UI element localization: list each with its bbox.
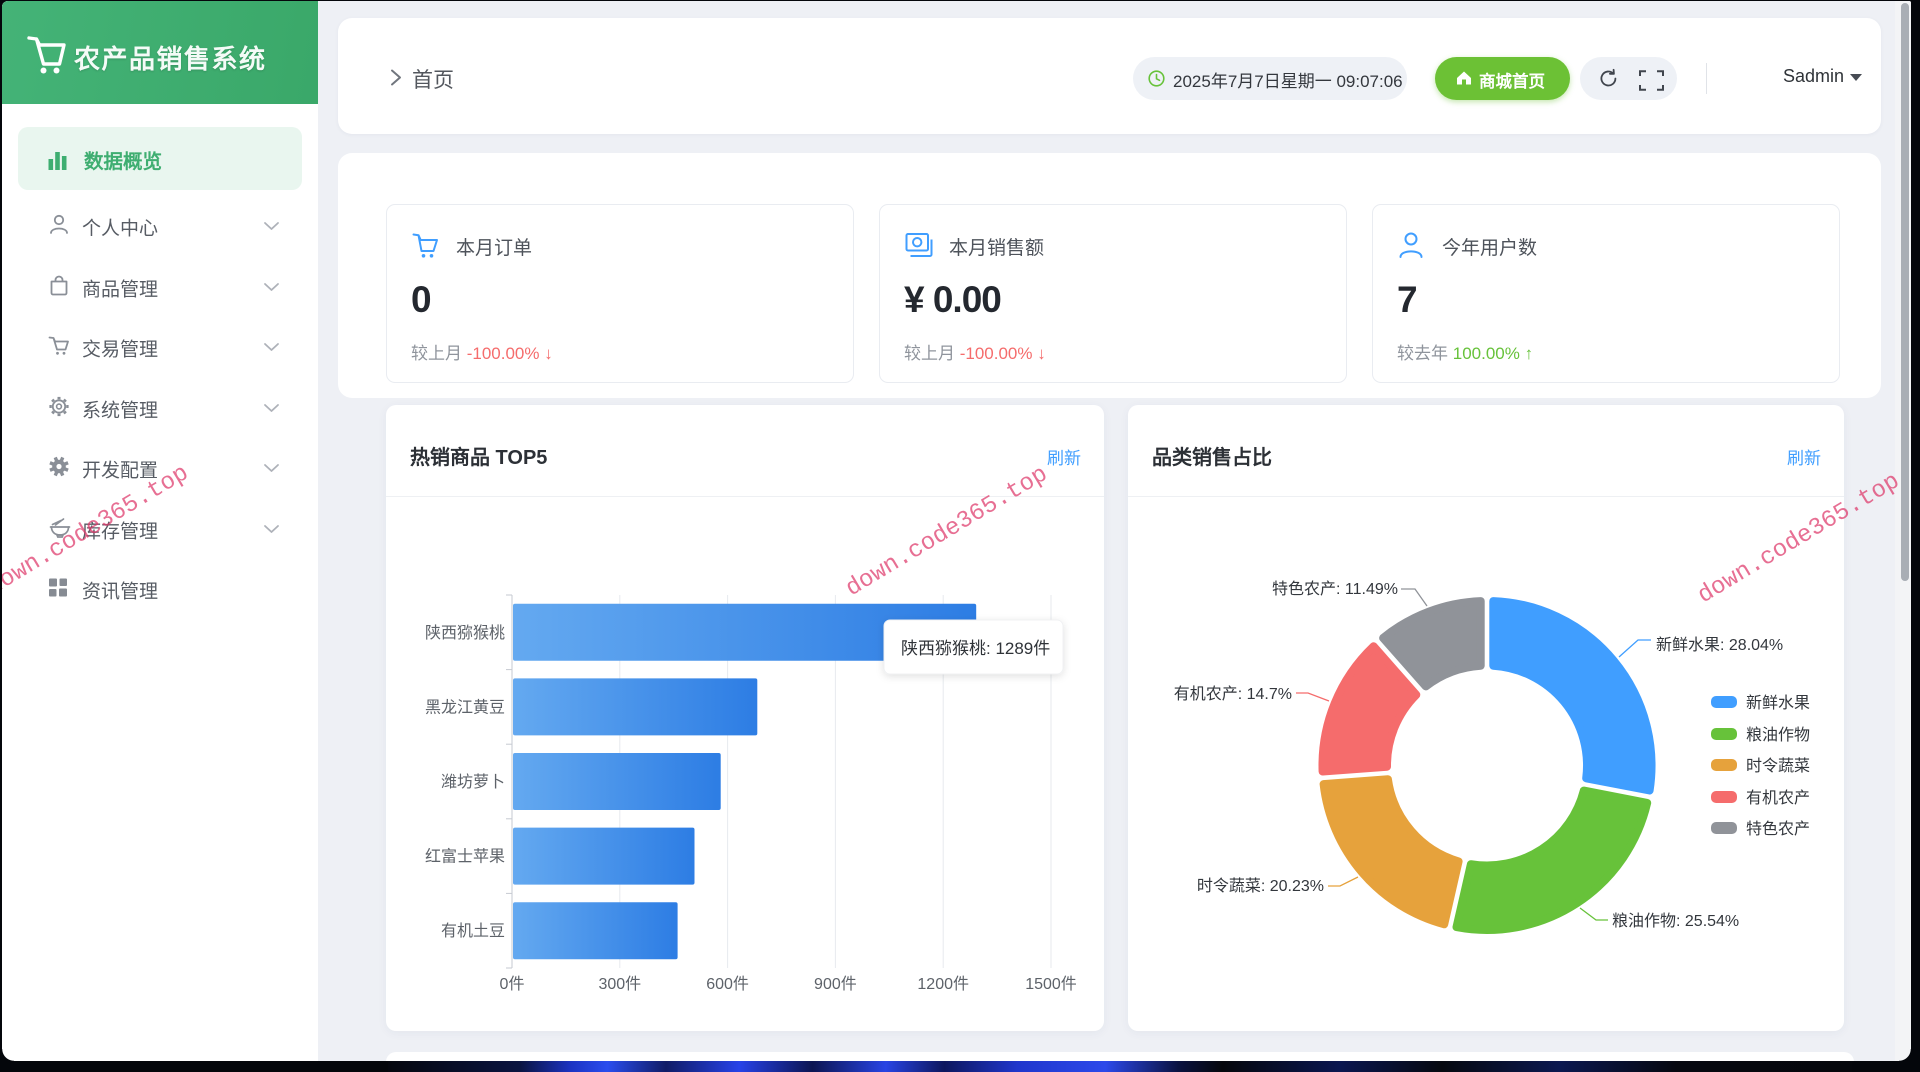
svg-text:新鲜水果: 28.04%: 新鲜水果: 28.04% [1656, 636, 1783, 654]
svg-text:新鲜水果: 新鲜水果 [1746, 694, 1810, 712]
svg-text:600件: 600件 [706, 975, 749, 993]
svg-text:粮油作物: 25.54%: 粮油作物: 25.54% [1612, 912, 1739, 930]
svg-text:特色农产: 特色农产 [1746, 820, 1810, 838]
svg-text:粮油作物: 粮油作物 [1746, 726, 1810, 744]
svg-text:时令蔬菜: 时令蔬菜 [1746, 757, 1810, 775]
svg-text:有机农产: 14.7%: 有机农产: 14.7% [1174, 685, 1292, 703]
svg-text:陕西猕猴桃: 1289件: 陕西猕猴桃: 1289件 [901, 639, 1050, 658]
svg-text:特色农产: 11.49%: 特色农产: 11.49% [1272, 580, 1398, 598]
svg-text:潍坊萝卜: 潍坊萝卜 [441, 773, 505, 791]
svg-text:300件: 300件 [598, 975, 641, 993]
svg-text:时令蔬菜: 20.23%: 时令蔬菜: 20.23% [1197, 877, 1324, 895]
svg-text:900件: 900件 [814, 975, 857, 993]
svg-text:陕西猕猴桃: 陕西猕猴桃 [425, 624, 505, 642]
svg-text:1500件: 1500件 [1025, 975, 1077, 993]
svg-text:有机土豆: 有机土豆 [441, 922, 505, 940]
svg-text:0件: 0件 [500, 975, 525, 993]
svg-text:有机农产: 有机农产 [1746, 789, 1810, 807]
svg-text:1200件: 1200件 [917, 975, 969, 993]
svg-text:黑龙江黄豆: 黑龙江黄豆 [425, 698, 505, 716]
svg-text:红富士苹果: 红富士苹果 [425, 848, 505, 866]
